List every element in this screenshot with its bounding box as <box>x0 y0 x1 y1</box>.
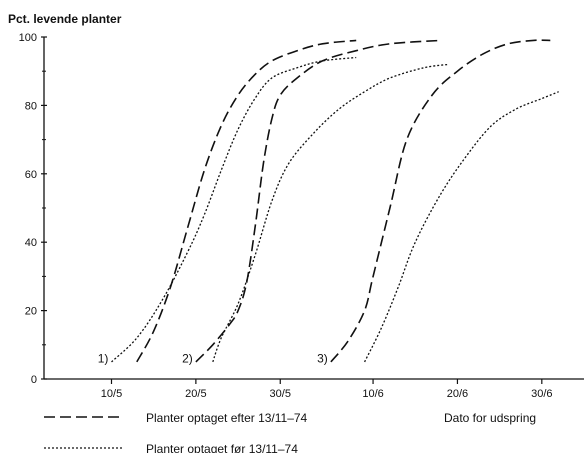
series-group <box>111 39 559 363</box>
x-tick-label: 30/6 <box>531 388 552 400</box>
x-tick-label: 20/5 <box>185 388 206 400</box>
series-line-dashed <box>136 39 357 363</box>
curve-group-label: 2) <box>182 351 193 365</box>
x-tick-label: 10/5 <box>101 388 122 400</box>
y-axis-title: Pct. levende planter <box>8 12 122 26</box>
legend-label: Planter optaget før 13/11–74 <box>146 442 298 453</box>
x-tick-label: 20/6 <box>447 388 468 400</box>
curve-group-label: 1) <box>98 351 109 365</box>
series-line-dotted <box>364 91 559 363</box>
legend-label: Planter optaget efter 13/11–74 <box>146 411 308 425</box>
y-tick-label: 100 <box>19 32 37 44</box>
series-line-dotted <box>212 63 450 363</box>
curve-group-label: 3) <box>317 351 328 365</box>
x-tick-label: 30/5 <box>270 388 291 400</box>
y-tick-label: 0 <box>31 374 37 386</box>
series-line-dashed <box>330 39 551 363</box>
series-line-dotted <box>111 56 357 363</box>
series-line-dashed <box>195 39 441 363</box>
axes: 0 20 40 60 80 100 10/5 20/5 30/5 10/6 20/6 30/6 <box>19 32 584 400</box>
y-tick-label: 60 <box>25 169 37 181</box>
x-axis-title: Dato for udspring <box>444 411 536 425</box>
x-tick-label: 10/6 <box>362 388 383 400</box>
y-tick-label: 40 <box>25 237 37 249</box>
y-tick-label: 20 <box>25 306 37 318</box>
y-tick-label: 80 <box>25 100 37 112</box>
annotations: 1) 2) 3) <box>98 351 328 365</box>
legend: Planter optaget efter 13/11–74 Planter op… <box>44 411 308 453</box>
